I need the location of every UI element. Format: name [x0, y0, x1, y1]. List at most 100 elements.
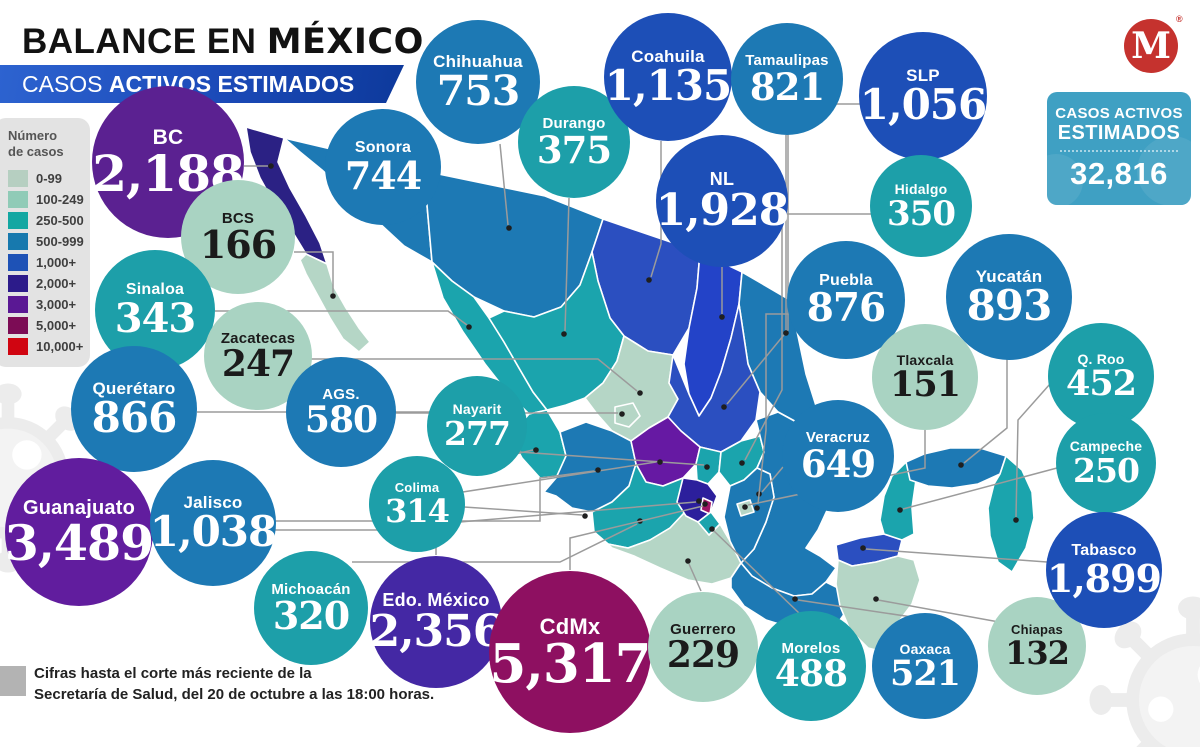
- legend-swatch: [8, 337, 28, 355]
- legend-label: 0-99: [36, 170, 63, 186]
- state-bubble-morelos: Morelos 488: [756, 611, 866, 721]
- legend-swatch: [8, 232, 28, 250]
- state-bubble-name: Jalisco: [183, 492, 243, 512]
- footnote: Cifras hasta el corte más reciente de la…: [34, 663, 434, 705]
- milenio-logo: M: [1124, 19, 1178, 73]
- state-bubble-sonora: Sonora 744: [325, 109, 441, 225]
- state-bubble-value: 247: [221, 343, 295, 386]
- map-state-puebla: [723, 467, 775, 564]
- state-bubble-name: Nayarit: [452, 401, 502, 418]
- state-bubble-name: BCS: [221, 209, 255, 227]
- state-bubble-name: Tamaulipas: [745, 52, 829, 70]
- state-bubble-nayarit: Nayarit 277: [427, 376, 527, 476]
- state-bubble-value: 1,038: [149, 507, 278, 557]
- map-state-aguascalientes: [614, 402, 641, 428]
- state-bubble-bcs: BCS 166: [181, 180, 295, 294]
- state-bubble-name: BC: [152, 125, 184, 149]
- state-bubble-value: 1,135: [604, 61, 733, 111]
- state-bubble-value: 893: [966, 281, 1053, 331]
- state-bubble-tamaulipas: Tamaulipas 821: [731, 23, 843, 135]
- state-bubble-yucatán: Yucatán 893: [946, 234, 1072, 360]
- state-bubble-querétaro: Querétaro 866: [71, 346, 197, 472]
- state-bubble-edo-méxico: Edo. México 2,356: [370, 556, 503, 688]
- state-bubble-cdmx: CdMx 5,317: [489, 571, 651, 733]
- state-bubble-value: 580: [304, 399, 378, 442]
- legend-label: 5,000+: [36, 317, 77, 333]
- total-badge-value: 32,816: [1070, 156, 1168, 191]
- state-bubble-value: 132: [1005, 634, 1070, 673]
- state-bubble-value: 343: [114, 294, 196, 342]
- legend-item: 250-500: [8, 210, 84, 231]
- state-bubble-name: NL: [709, 169, 735, 190]
- legend-label: 3,000+: [36, 296, 77, 312]
- legend-swatch: [8, 190, 28, 208]
- state-bubble-value: 753: [436, 66, 521, 115]
- page-title: BALANCE EN MÉXICO: [22, 22, 424, 62]
- legend-item: 10,000+: [8, 336, 84, 357]
- state-bubble-puebla: Puebla 876: [787, 241, 905, 359]
- total-badge-separator: [1060, 150, 1178, 152]
- state-bubble-value: 3,489: [4, 513, 154, 572]
- state-bubble-name: Colima: [394, 480, 440, 496]
- state-bubble-name: Querétaro: [92, 378, 176, 398]
- state-bubble-name: Michoacán: [271, 580, 351, 598]
- state-bubble-colima: Colima 314: [369, 456, 465, 552]
- state-bubble-name: CdMx: [539, 613, 601, 639]
- map-state-baja-california-sur: [299, 253, 371, 353]
- state-bubble-name: Zacatecas: [220, 329, 296, 347]
- legend-item: 2,000+: [8, 273, 82, 294]
- state-bubble-michoacán: Michoacán 320: [254, 551, 368, 665]
- state-bubble-veracruz: Veracruz 649: [782, 400, 894, 512]
- legend-title: Número de casos: [8, 128, 82, 161]
- legend-label: 100-249: [36, 191, 84, 207]
- state-bubble-name: Puebla: [819, 271, 873, 289]
- state-bubble-slp: SLP 1,056: [859, 32, 987, 160]
- state-bubble-value: 521: [889, 653, 961, 695]
- state-bubble-name: Guanajuato: [22, 496, 135, 519]
- state-bubble-jalisco: Jalisco 1,038: [149, 460, 278, 586]
- legend-title-line2: de casos: [8, 144, 64, 160]
- legend-swatch: [8, 295, 28, 313]
- state-bubble-name: SLP: [906, 65, 940, 85]
- state-bubble-name: AGS.: [322, 385, 360, 403]
- state-bubble-value: 1,928: [655, 185, 790, 237]
- legend-item: 0-99: [8, 168, 82, 189]
- state-bubble-ags-: AGS. 580: [286, 357, 396, 467]
- state-bubble-name: Veracruz: [805, 429, 871, 447]
- state-bubble-name: Oaxaca: [899, 640, 951, 657]
- state-bubble-q-roo: Q. Roo 452: [1048, 323, 1154, 429]
- state-bubble-value: 821: [749, 64, 825, 109]
- state-bubble-name: Sonora: [354, 139, 412, 157]
- state-bubble-value: 277: [444, 414, 511, 454]
- state-bubble-value: 1,899: [1047, 555, 1162, 601]
- legend-items: 0-99 100-249 250-500 500-999 1,000+ 2,000+ 3,0…: [8, 168, 84, 357]
- legend-item: 100-249: [8, 189, 84, 210]
- state-bubble-value: 250: [1073, 451, 1140, 491]
- state-bubble-value: 866: [91, 393, 178, 443]
- map-state-san-luis-potosi: [667, 303, 761, 453]
- state-bubble-value: 744: [344, 152, 422, 198]
- state-bubble-name: Guerrero: [670, 620, 736, 638]
- state-bubble-value: 314: [385, 492, 450, 531]
- legend: Número de casos 0-99 100-249 250-500 500-99…: [0, 118, 90, 367]
- state-bubble-name: Q. Roo: [1077, 350, 1125, 367]
- footnote-marker: [0, 666, 26, 696]
- state-bubble-hidalgo: Hidalgo 350: [870, 155, 972, 257]
- milenio-logo-letter: M: [1131, 25, 1171, 67]
- total-badge: CASOS ACTIVOS ESTIMADOS 32,816: [1047, 92, 1191, 205]
- legend-title-line1: Número: [8, 128, 58, 143]
- subtitle-regular: CASOS: [22, 70, 109, 97]
- map-state-quintana-roo: [987, 455, 1035, 573]
- state-bubble-value: 375: [536, 127, 612, 172]
- legend-label: 250-500: [36, 212, 84, 228]
- legend-label: 10,000+: [36, 338, 84, 354]
- state-bubble-chihuahua: Chihuahua 753: [416, 20, 540, 144]
- legend-swatch: [8, 253, 28, 271]
- state-bubble-guerrero: Guerrero 229: [648, 592, 758, 702]
- state-bubble-value: 229: [666, 634, 740, 677]
- state-bubble-value: 350: [887, 193, 956, 234]
- total-badge-line2: ESTIMADOS: [1057, 122, 1181, 144]
- state-bubble-name: Sinaloa: [125, 281, 185, 299]
